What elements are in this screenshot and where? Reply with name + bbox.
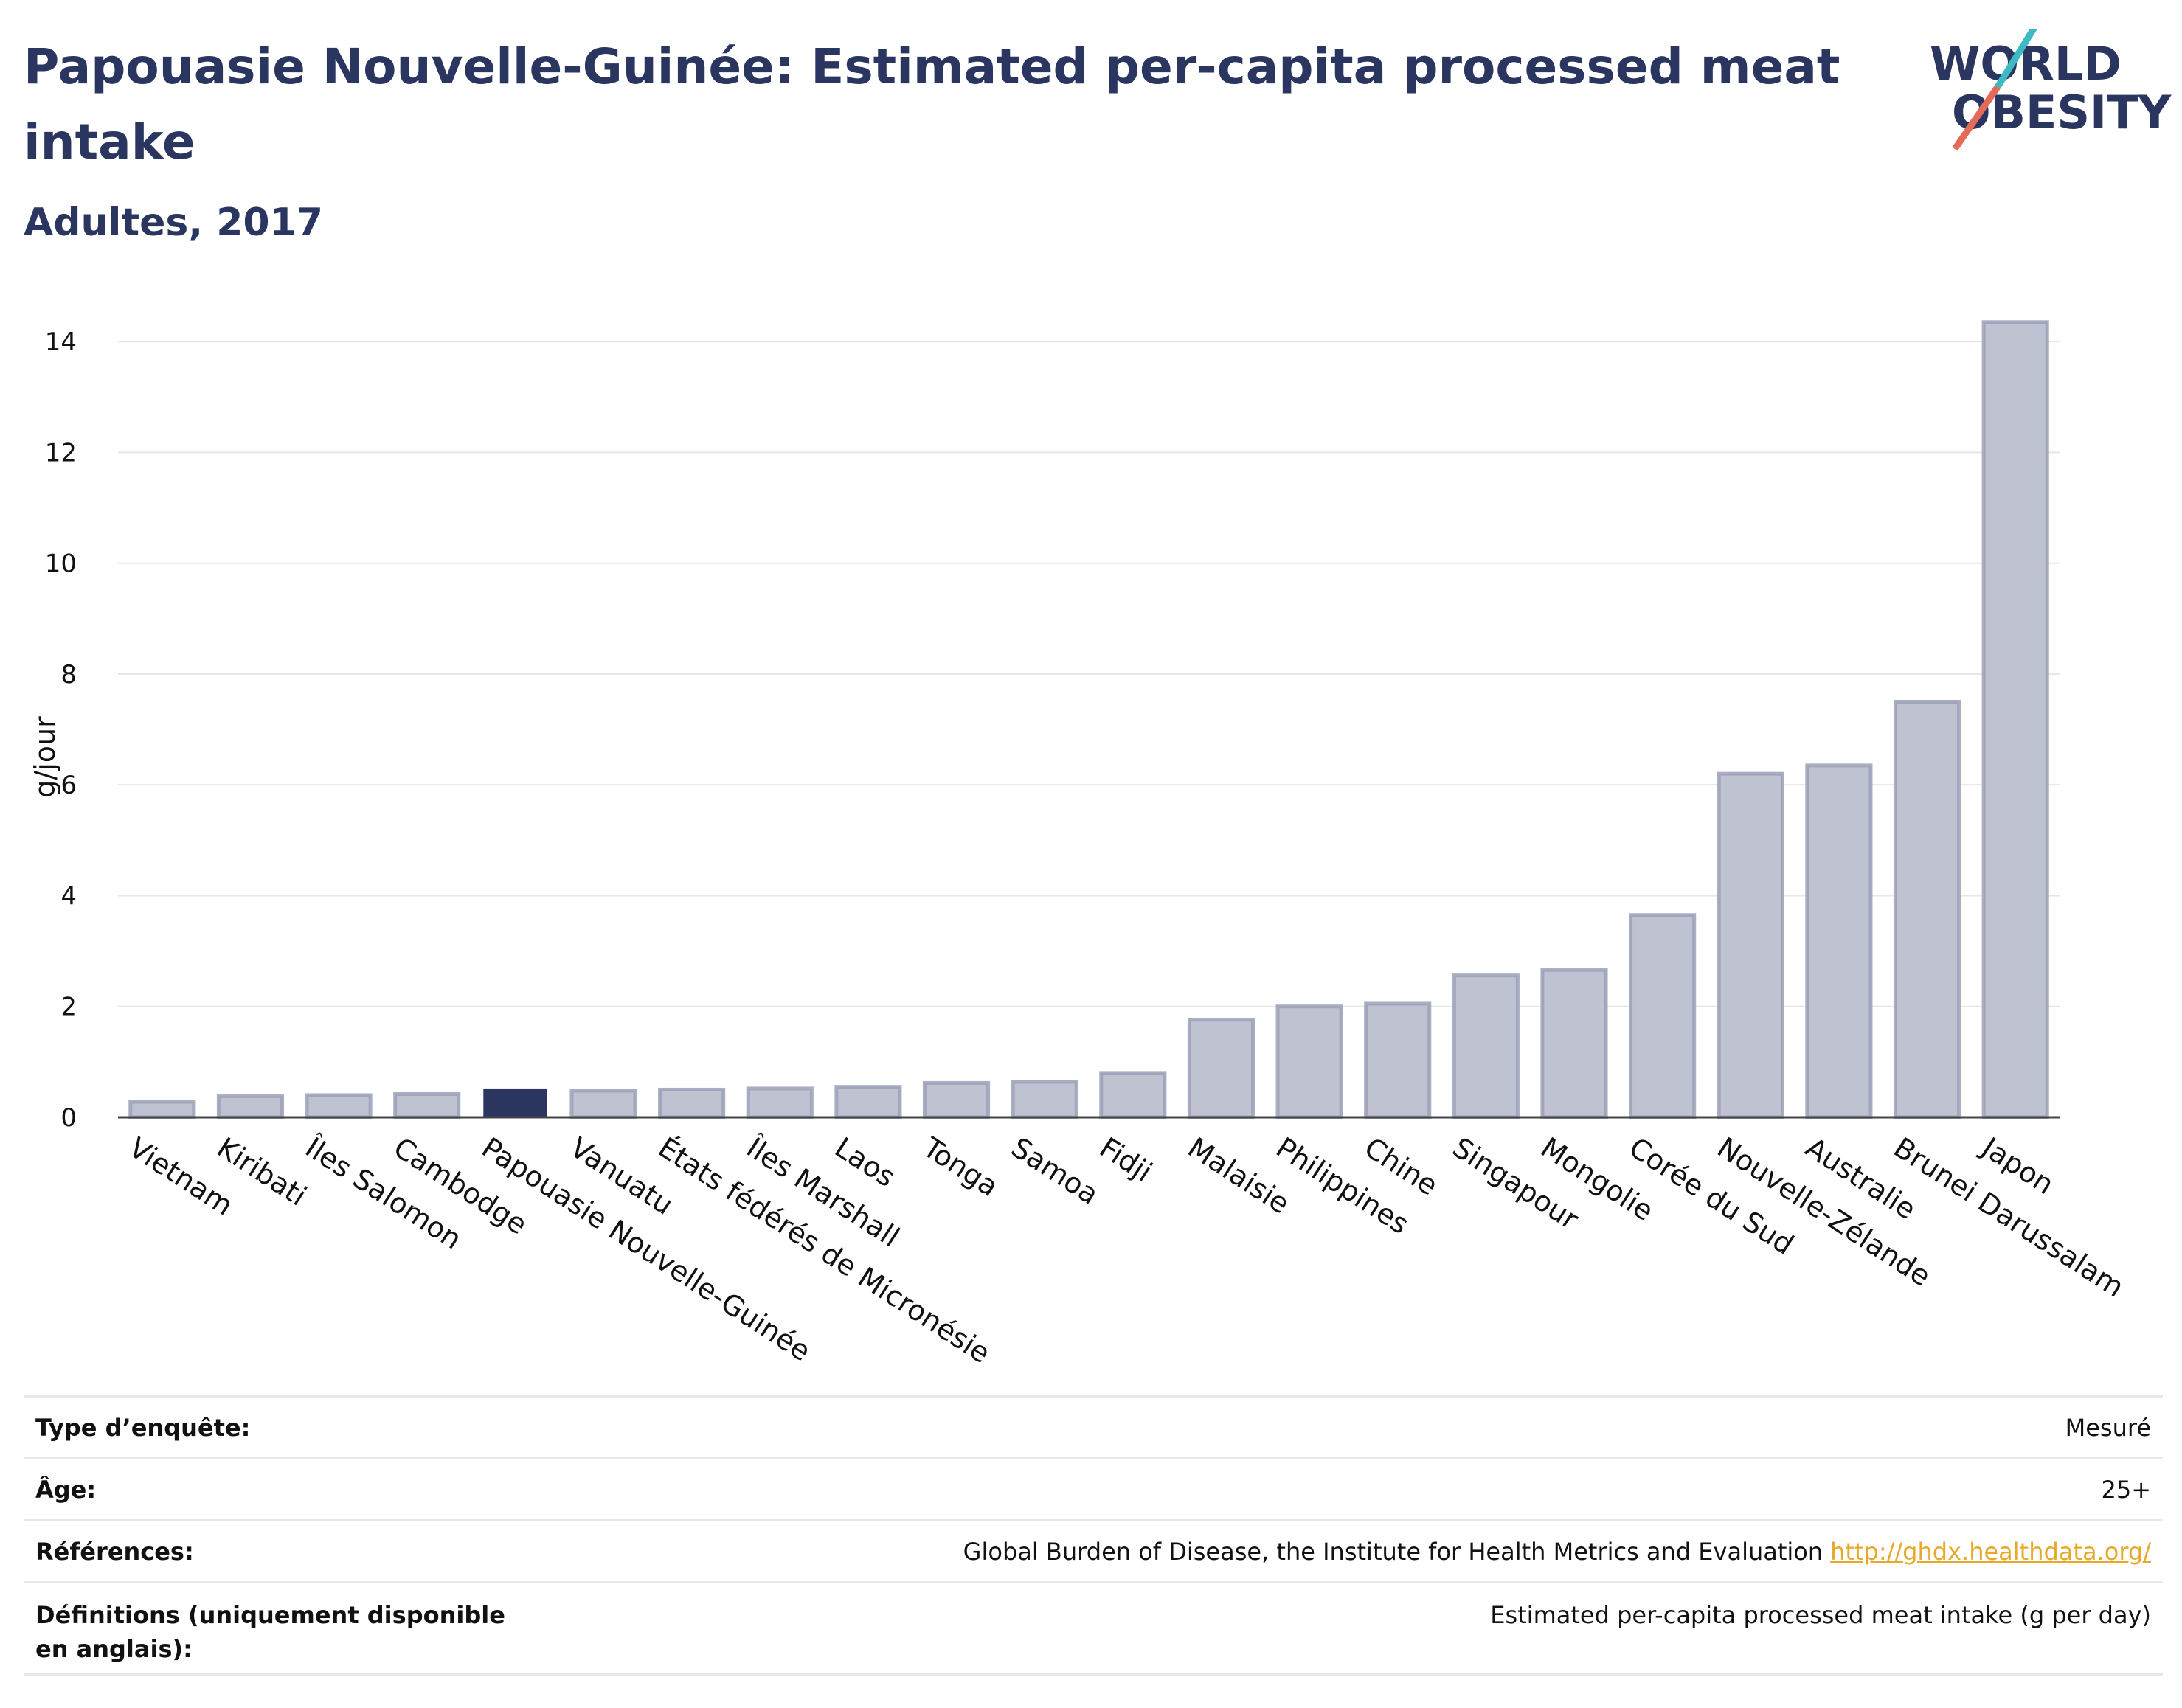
y-tick-label: 12 [45,438,77,468]
y-tick-label: 2 [60,993,77,1022]
reference-source: Global Burden of Disease, the Institute … [963,1538,1823,1566]
x-tick-label: Tonga [917,1131,1004,1203]
bar [922,1080,991,1119]
bar [483,1088,547,1117]
bar [1805,763,1873,1119]
bar [1275,1004,1343,1119]
bar [834,1085,902,1119]
bar [1540,968,1608,1119]
meta-label-definitions: Définitions (uniquement disponible en an… [35,1601,505,1663]
meta-label-age: Âge: [35,1476,97,1504]
bar [393,1091,461,1119]
logo-teal-slash [1995,29,2037,89]
meta-value-definitions: Estimated per-capita processed meat inta… [1490,1601,2151,1629]
meta-row-age: Âge: 25+ [24,1457,2163,1519]
bar [1452,973,1520,1119]
bar [216,1094,285,1119]
meta-row-references: Références: Global Burden of Disease, th… [24,1519,2163,1581]
reference-link[interactable]: http://ghdx.healthdata.org/ [1830,1538,2151,1566]
bar [305,1093,373,1119]
bar [569,1089,637,1119]
x-tick-label: Samoa [1005,1131,1104,1211]
meta-row-survey-type: Type d’enquête: Mesuré [24,1395,2163,1457]
bar [1717,771,1784,1119]
y-tick-label: 4 [60,881,77,911]
meta-value-survey-type: Mesuré [2065,1414,2151,1442]
x-tick-label: Malaisie [1182,1131,1295,1221]
bar [1893,699,1961,1119]
bar [1364,1001,1432,1119]
y-tick-label: 0 [60,1103,77,1133]
metadata-table: Type d’enquête: Mesuré Âge: 25+ Référenc… [24,1395,2163,1676]
y-tick-label: 8 [60,660,77,690]
bar [746,1086,814,1119]
bar [658,1087,726,1119]
chart-title: Papouasie Nouvelle-Guinée: Estimated per… [24,38,1840,170]
y-tick-label: 14 [45,327,77,357]
chart-subtitle: Adultes, 2017 [24,201,323,245]
meta-value-references: Global Burden of Disease, the Institute … [963,1535,2151,1569]
bar [1981,320,2049,1119]
meta-row-definitions: Définitions (uniquement disponible en an… [24,1581,2163,1676]
logo-coral-slash [1952,85,2001,151]
y-tick-label: 10 [45,549,77,579]
world-obesity-logo: WORLD OBESITY [1930,29,2172,151]
bar [1629,913,1697,1119]
meta-label-references: Références: [35,1538,194,1566]
bar [1011,1080,1078,1119]
meta-value-age: 25+ [2101,1476,2151,1504]
x-tick-label: Fidji [1094,1131,1158,1189]
y-tick-label: 6 [60,771,77,800]
bar [1099,1071,1167,1119]
bar [128,1100,196,1119]
y-axis-title: g/jour [29,716,61,798]
bar [1187,1018,1255,1119]
meta-label-survey-type: Type d’enquête: [35,1414,251,1442]
logo-line2: OBESITY [1952,86,2172,139]
